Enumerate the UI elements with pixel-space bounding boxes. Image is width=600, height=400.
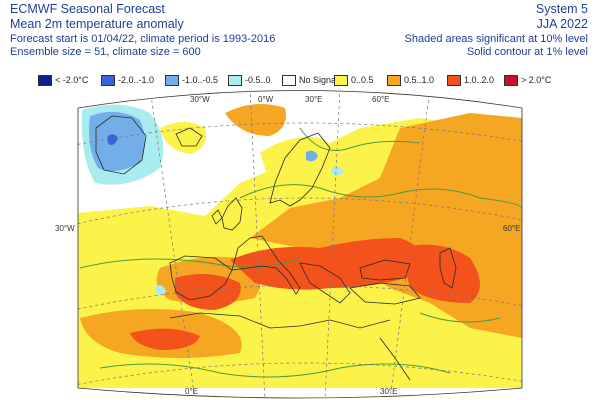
legend-swatch <box>101 74 115 86</box>
coast-britain <box>221 197 243 231</box>
graticule-line <box>78 362 522 389</box>
contour-line <box>99 363 451 378</box>
ensemble-size-text: Ensemble size = 51, climate size = 600 <box>10 46 201 58</box>
coast-iberia <box>169 255 233 301</box>
coast-caspian <box>439 247 457 289</box>
lon-label-30e-top: 30°E <box>305 95 322 104</box>
map-field <box>78 90 522 398</box>
anomaly-region-light-blue-med <box>156 285 166 296</box>
legend-item-minus2-minus1: -2.0..-1.0 <box>101 73 154 87</box>
coast-red-sea <box>379 337 411 381</box>
coast-balkans <box>299 262 351 304</box>
legend-swatch <box>38 74 52 86</box>
forecast-start-text: Forecast start is 01/04/22, climate peri… <box>10 33 276 45</box>
graticule-line <box>78 122 522 149</box>
lat-label-right: 60°E <box>503 224 520 233</box>
coast-greenland <box>95 115 147 175</box>
coastlines <box>95 115 457 381</box>
coast-scandinavia <box>269 132 331 207</box>
anomaly-region-blue-scandinavia <box>306 150 318 162</box>
legend-item-05-1: 0.5..1.0 <box>387 73 434 87</box>
system-label: System 5 <box>535 2 588 16</box>
coast-ireland <box>211 209 223 225</box>
legend-item-gt-2: > 2.0°C <box>504 73 551 87</box>
graticule-line <box>249 90 266 398</box>
graticule-line <box>78 285 522 314</box>
map-frame <box>77 90 523 399</box>
coast-black-sea <box>359 259 411 281</box>
legend-label: 1.0..2.0 <box>464 75 495 85</box>
contour-note: Solid contour at 1% level <box>466 46 588 58</box>
contour-line <box>239 184 522 209</box>
season-label: JJA 2022 <box>536 17 588 31</box>
legend-swatch <box>228 74 242 86</box>
variable-title: Mean 2m temperature anomaly <box>10 17 184 31</box>
shading-note: Shaded areas significant at 10% level <box>404 33 588 45</box>
coast-iceland <box>175 127 203 147</box>
coast-france-italy <box>231 235 301 295</box>
contour-line <box>299 127 421 151</box>
anomaly-region-red-central <box>230 238 423 290</box>
legend-swatch <box>447 74 461 86</box>
legend-label: -1.0..-0.5 <box>182 75 219 85</box>
anomaly-region-yellow-north <box>260 137 336 187</box>
lon-label-0e-bottom: 0°E <box>185 387 198 396</box>
legend-item-1-2: 1.0..2.0 <box>447 73 494 87</box>
legend-item-0-05: 0..0.5 <box>334 73 374 87</box>
legend-item-minus1-minus05: -1.0..-0.5 <box>165 73 218 87</box>
anomaly-region-blue <box>89 111 145 172</box>
graticule <box>78 90 522 398</box>
lon-label-30e-bottom: 30°E <box>380 387 397 396</box>
coast-turkey <box>349 282 421 305</box>
contour-line <box>419 312 501 323</box>
legend-label: -0.5..0 <box>245 75 271 85</box>
legend-label: < -2.0°C <box>55 75 89 85</box>
legend-label: > 2.0°C <box>521 75 552 85</box>
contour-line <box>79 257 301 269</box>
legend-label: -2.0..-1.0 <box>118 75 155 85</box>
legend-swatch <box>282 74 296 86</box>
legend-label: 0..0.5 <box>351 75 374 85</box>
legend-swatch <box>165 74 179 86</box>
lon-label-60e-top: 60°E <box>372 95 389 104</box>
legend-swatch <box>387 74 401 86</box>
graticule-line <box>149 90 196 398</box>
color-legend: < -2.0°C -2.0..-1.0 -1.0..-0.5 -0.5..0 N… <box>38 73 598 87</box>
legend-item-minus05-0: -0.5..0 <box>228 73 271 87</box>
significance-contours <box>79 127 522 378</box>
anomaly-region-red-africa <box>130 328 200 350</box>
coast-north-africa <box>169 312 391 329</box>
legend-swatch <box>334 74 348 86</box>
lat-label-left: 30°W <box>55 224 75 233</box>
anomaly-region-orange-atlantic <box>225 104 286 136</box>
forecast-title: ECMWF Seasonal Forecast <box>10 2 165 16</box>
lon-label-30w-top: 30°W <box>190 95 210 104</box>
graticule-line <box>389 90 431 398</box>
graticule-line <box>78 197 522 229</box>
legend-item-no-signal: No Signal <box>282 73 338 87</box>
anomaly-region-red-iberia <box>175 274 241 310</box>
legend-label: No Signal <box>299 75 339 85</box>
graticule-line <box>324 90 341 398</box>
legend-swatch <box>504 74 518 86</box>
legend-item-lt-minus-2: < -2.0°C <box>38 73 88 87</box>
anomaly-map: 30°W 0°W 30°E 60°E 30°W 60°E 0°E 30°E <box>55 90 523 399</box>
anomaly-region-dark-blue <box>107 134 118 145</box>
legend-label: 0.5..1.0 <box>404 75 435 85</box>
lon-label-0w-top: 0°W <box>258 95 274 104</box>
anomaly-region-red-east <box>400 244 480 303</box>
anomaly-region-light-blue-baltic <box>332 166 344 176</box>
